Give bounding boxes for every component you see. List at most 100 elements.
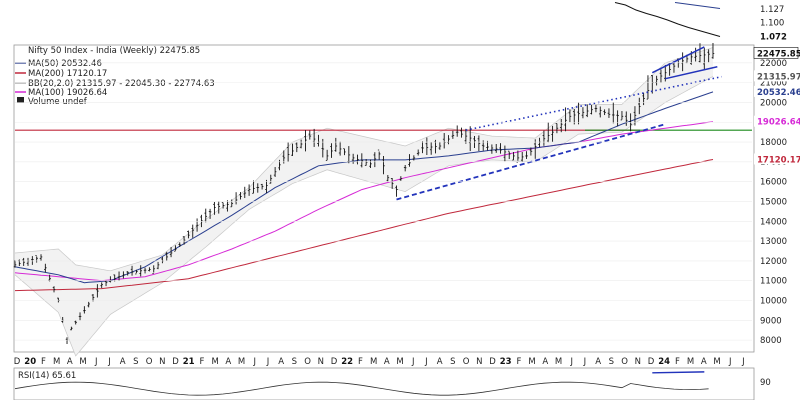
price-tag-text: 19026.64	[757, 118, 800, 128]
x-tick-label: J	[411, 357, 415, 367]
inset-tick-label: 1.072	[760, 33, 787, 43]
y-tick-label: 20000	[760, 98, 787, 108]
price-tag-text: 17120.17	[757, 155, 800, 165]
ma200-line	[14, 159, 714, 292]
x-tick-label: M	[555, 357, 562, 367]
price-tag-text: 21315.97	[757, 72, 800, 82]
price-tag-bg	[754, 115, 798, 127]
x-tick-label: M	[53, 357, 60, 367]
x-tick-label: J	[728, 357, 732, 367]
x-tick-label: M	[713, 357, 720, 367]
rsi-frame	[13, 367, 755, 400]
price-tag: 19026.64	[754, 115, 800, 128]
x-tick-label: M	[238, 357, 245, 367]
x-tick-label: O	[304, 357, 311, 367]
legend-volume: Volume undef	[28, 97, 88, 107]
price-tag-text: 20532.46	[757, 88, 800, 98]
price-tag: 21315.97	[754, 70, 800, 82]
x-tick-label: 21	[183, 357, 195, 367]
x-tick-label: J	[741, 357, 745, 367]
price-tag: 17120.17	[754, 153, 800, 165]
x-tick-label: M	[370, 357, 377, 367]
y-tick-label: 21000	[760, 79, 787, 89]
bollinger-lower-line	[14, 76, 714, 357]
y-tick-label: 16000	[760, 178, 787, 188]
x-tick-label: M	[396, 357, 403, 367]
inset-tick-label: 1.127	[760, 5, 784, 15]
x-tick-label: J	[424, 357, 428, 367]
legend-ma100: MA(100) 19026.64	[28, 88, 107, 98]
x-tick-label: D	[489, 357, 496, 367]
ma100-line	[14, 121, 714, 282]
x-tick-label: A	[595, 357, 601, 367]
x-tick-label: J	[252, 357, 256, 367]
x-tick-label: A	[67, 357, 73, 367]
x-tick-label: M	[528, 357, 535, 367]
y-tick-label: 22000	[760, 59, 787, 69]
x-tick-label: N	[318, 357, 324, 367]
inset-tick-label: 1.100	[760, 19, 784, 29]
x-tick-label: S	[133, 357, 138, 367]
rsi-tick-90: 90	[760, 378, 771, 388]
channel-lower-line	[665, 66, 718, 80]
x-tick-label: J	[266, 357, 270, 367]
x-tick-label: A	[437, 357, 443, 367]
y-tick-label: 11000	[760, 277, 787, 287]
legend-volume-swatch	[17, 97, 24, 103]
x-axis: D 20 F M A M J J A S O N D 21 F M A M J J A S O N D 22 F M A M J J A S O N D…	[14, 357, 745, 367]
x-tick-label: D	[648, 357, 655, 367]
y-tick-label: 10000	[760, 297, 787, 307]
x-tick-label: O	[621, 357, 628, 367]
x-tick-label: J	[583, 357, 587, 367]
chart-title: Nifty 50 Index - India (Weekly) 22475.85	[28, 46, 200, 56]
price-tag-bg	[754, 153, 798, 165]
rsi-series	[14, 371, 709, 396]
x-tick-label: O	[146, 357, 153, 367]
x-tick-label: F	[675, 357, 680, 367]
x-tick-label: S	[450, 357, 455, 367]
legend-ma50: MA(50) 20532.46	[28, 59, 102, 69]
x-tick-label: M	[211, 357, 218, 367]
price-tag-bg	[754, 70, 798, 82]
x-tick-label: 23	[500, 357, 512, 367]
ma50-line	[14, 91, 714, 284]
x-tick-label: 20	[24, 357, 36, 367]
x-tick-label: A	[120, 357, 126, 367]
x-tick-label: O	[463, 357, 470, 367]
y-tick-label: 8000	[760, 336, 782, 346]
x-tick-label: A	[701, 357, 707, 367]
x-tick-label: S	[292, 357, 297, 367]
y-tick-label: 15000	[760, 197, 787, 207]
upper-dotted-trendline	[465, 75, 722, 131]
y-tick-label: 9000	[760, 316, 782, 326]
rsi-panel: RSI(14) 65.61 90	[13, 367, 771, 400]
y-tick-label: 13000	[760, 237, 787, 247]
bollinger-upper-line	[14, 47, 714, 272]
x-tick-label: A	[278, 357, 284, 367]
inset-series-line	[614, 2, 721, 37]
price-tag-text: 22475.85	[757, 49, 800, 59]
price-tag: 20532.46	[754, 85, 800, 98]
x-tick-label: F	[199, 357, 204, 367]
x-tick-label: J	[94, 357, 98, 367]
x-tick-label: N	[635, 357, 641, 367]
legend-bb: BB(20,2.0) 21315.97 - 22045.30 - 22774.6…	[28, 79, 215, 89]
x-tick-label: S	[609, 357, 614, 367]
x-tick-label: N	[159, 357, 165, 367]
rsi-trendline	[652, 371, 705, 374]
inset-ma-line	[674, 2, 721, 9]
price-tag-bg	[754, 85, 798, 97]
x-tick-label: M	[687, 357, 694, 367]
x-tick-label: J	[107, 357, 111, 367]
x-tick-label: 24	[658, 357, 670, 367]
rsi-label: RSI(14) 65.61	[18, 371, 76, 381]
y-tick-label: 12000	[760, 257, 787, 267]
plot-frame	[13, 44, 755, 353]
indicator-lines	[14, 47, 752, 357]
rsi-line	[14, 381, 709, 396]
x-tick-label: J	[569, 357, 573, 367]
x-tick-label: F	[358, 357, 363, 367]
x-tick-label: 22	[341, 357, 353, 367]
price-tag: 22475.85	[753, 47, 800, 59]
x-tick-label: A	[225, 357, 231, 367]
